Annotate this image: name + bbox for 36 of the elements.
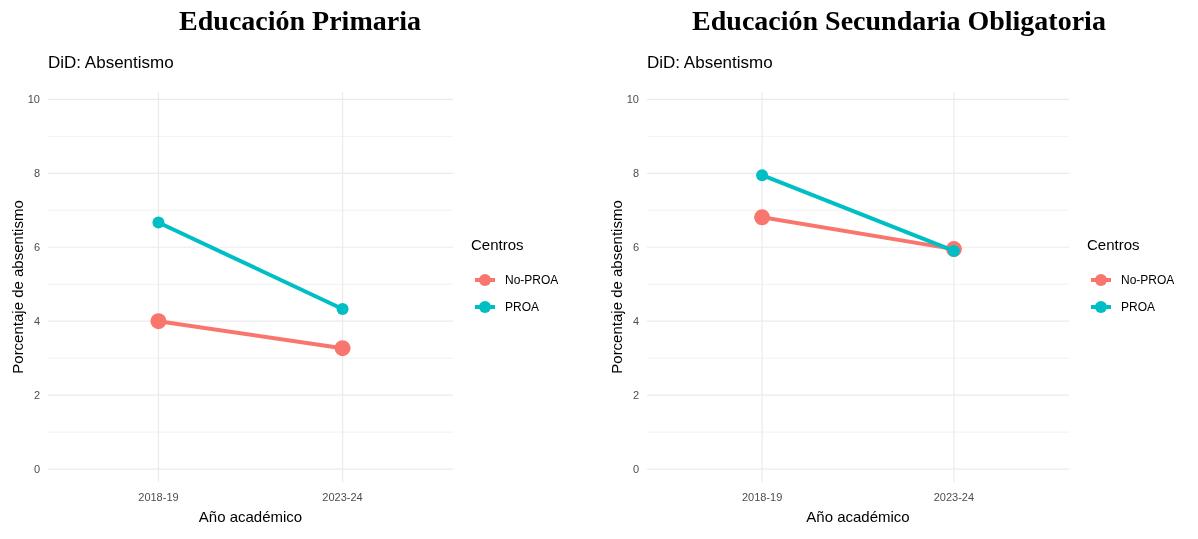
y-tick-label: 2	[632, 388, 639, 401]
chart-subtitle: DiD: Absentismo	[647, 53, 773, 72]
chart-title: Educación Primaria	[179, 5, 421, 36]
x-axis-title: Año académico	[806, 508, 910, 525]
point	[152, 216, 165, 229]
point	[754, 209, 771, 226]
point	[336, 303, 349, 315]
chart-subtitle: DiD: Absentismo	[48, 53, 174, 72]
legend-label: PROA	[505, 300, 540, 315]
y-tick-label: 0	[33, 462, 40, 475]
y-tick-label: 8	[632, 167, 639, 180]
legend-title: Centros	[471, 236, 524, 253]
y-axis-title: Porcentaje de absentismo	[9, 200, 26, 374]
point	[334, 340, 351, 357]
y-tick-label: 8	[33, 167, 40, 180]
y-tick-label: 6	[632, 241, 639, 254]
y-tick-label: 2	[33, 388, 40, 401]
y-tick-label: 6	[33, 241, 40, 254]
y-tick-label: 4	[33, 315, 40, 328]
x-tick-label: 2018-19	[138, 491, 179, 503]
chart-title: Educación Secundaria Obligatoria	[692, 5, 1106, 36]
point	[756, 169, 769, 182]
y-tick-label: 0	[632, 462, 639, 475]
legend-label: No-PROA	[505, 273, 559, 288]
legend-label: PROA	[1121, 300, 1156, 315]
y-tick-label: 10	[626, 93, 639, 106]
legend-title: Centros	[1087, 236, 1140, 253]
legend-label: No-PROA	[1121, 273, 1175, 288]
y-tick-label: 10	[27, 93, 40, 106]
y-axis-title: Porcentaje de absentismo	[608, 200, 625, 374]
x-tick-label: 2018-19	[741, 491, 783, 503]
x-axis-title: Año académico	[198, 508, 303, 525]
point	[150, 313, 167, 330]
x-tick-label: 2023-24	[322, 491, 363, 503]
x-tick-label: 2023-24	[933, 491, 975, 503]
y-tick-label: 4	[632, 315, 639, 328]
